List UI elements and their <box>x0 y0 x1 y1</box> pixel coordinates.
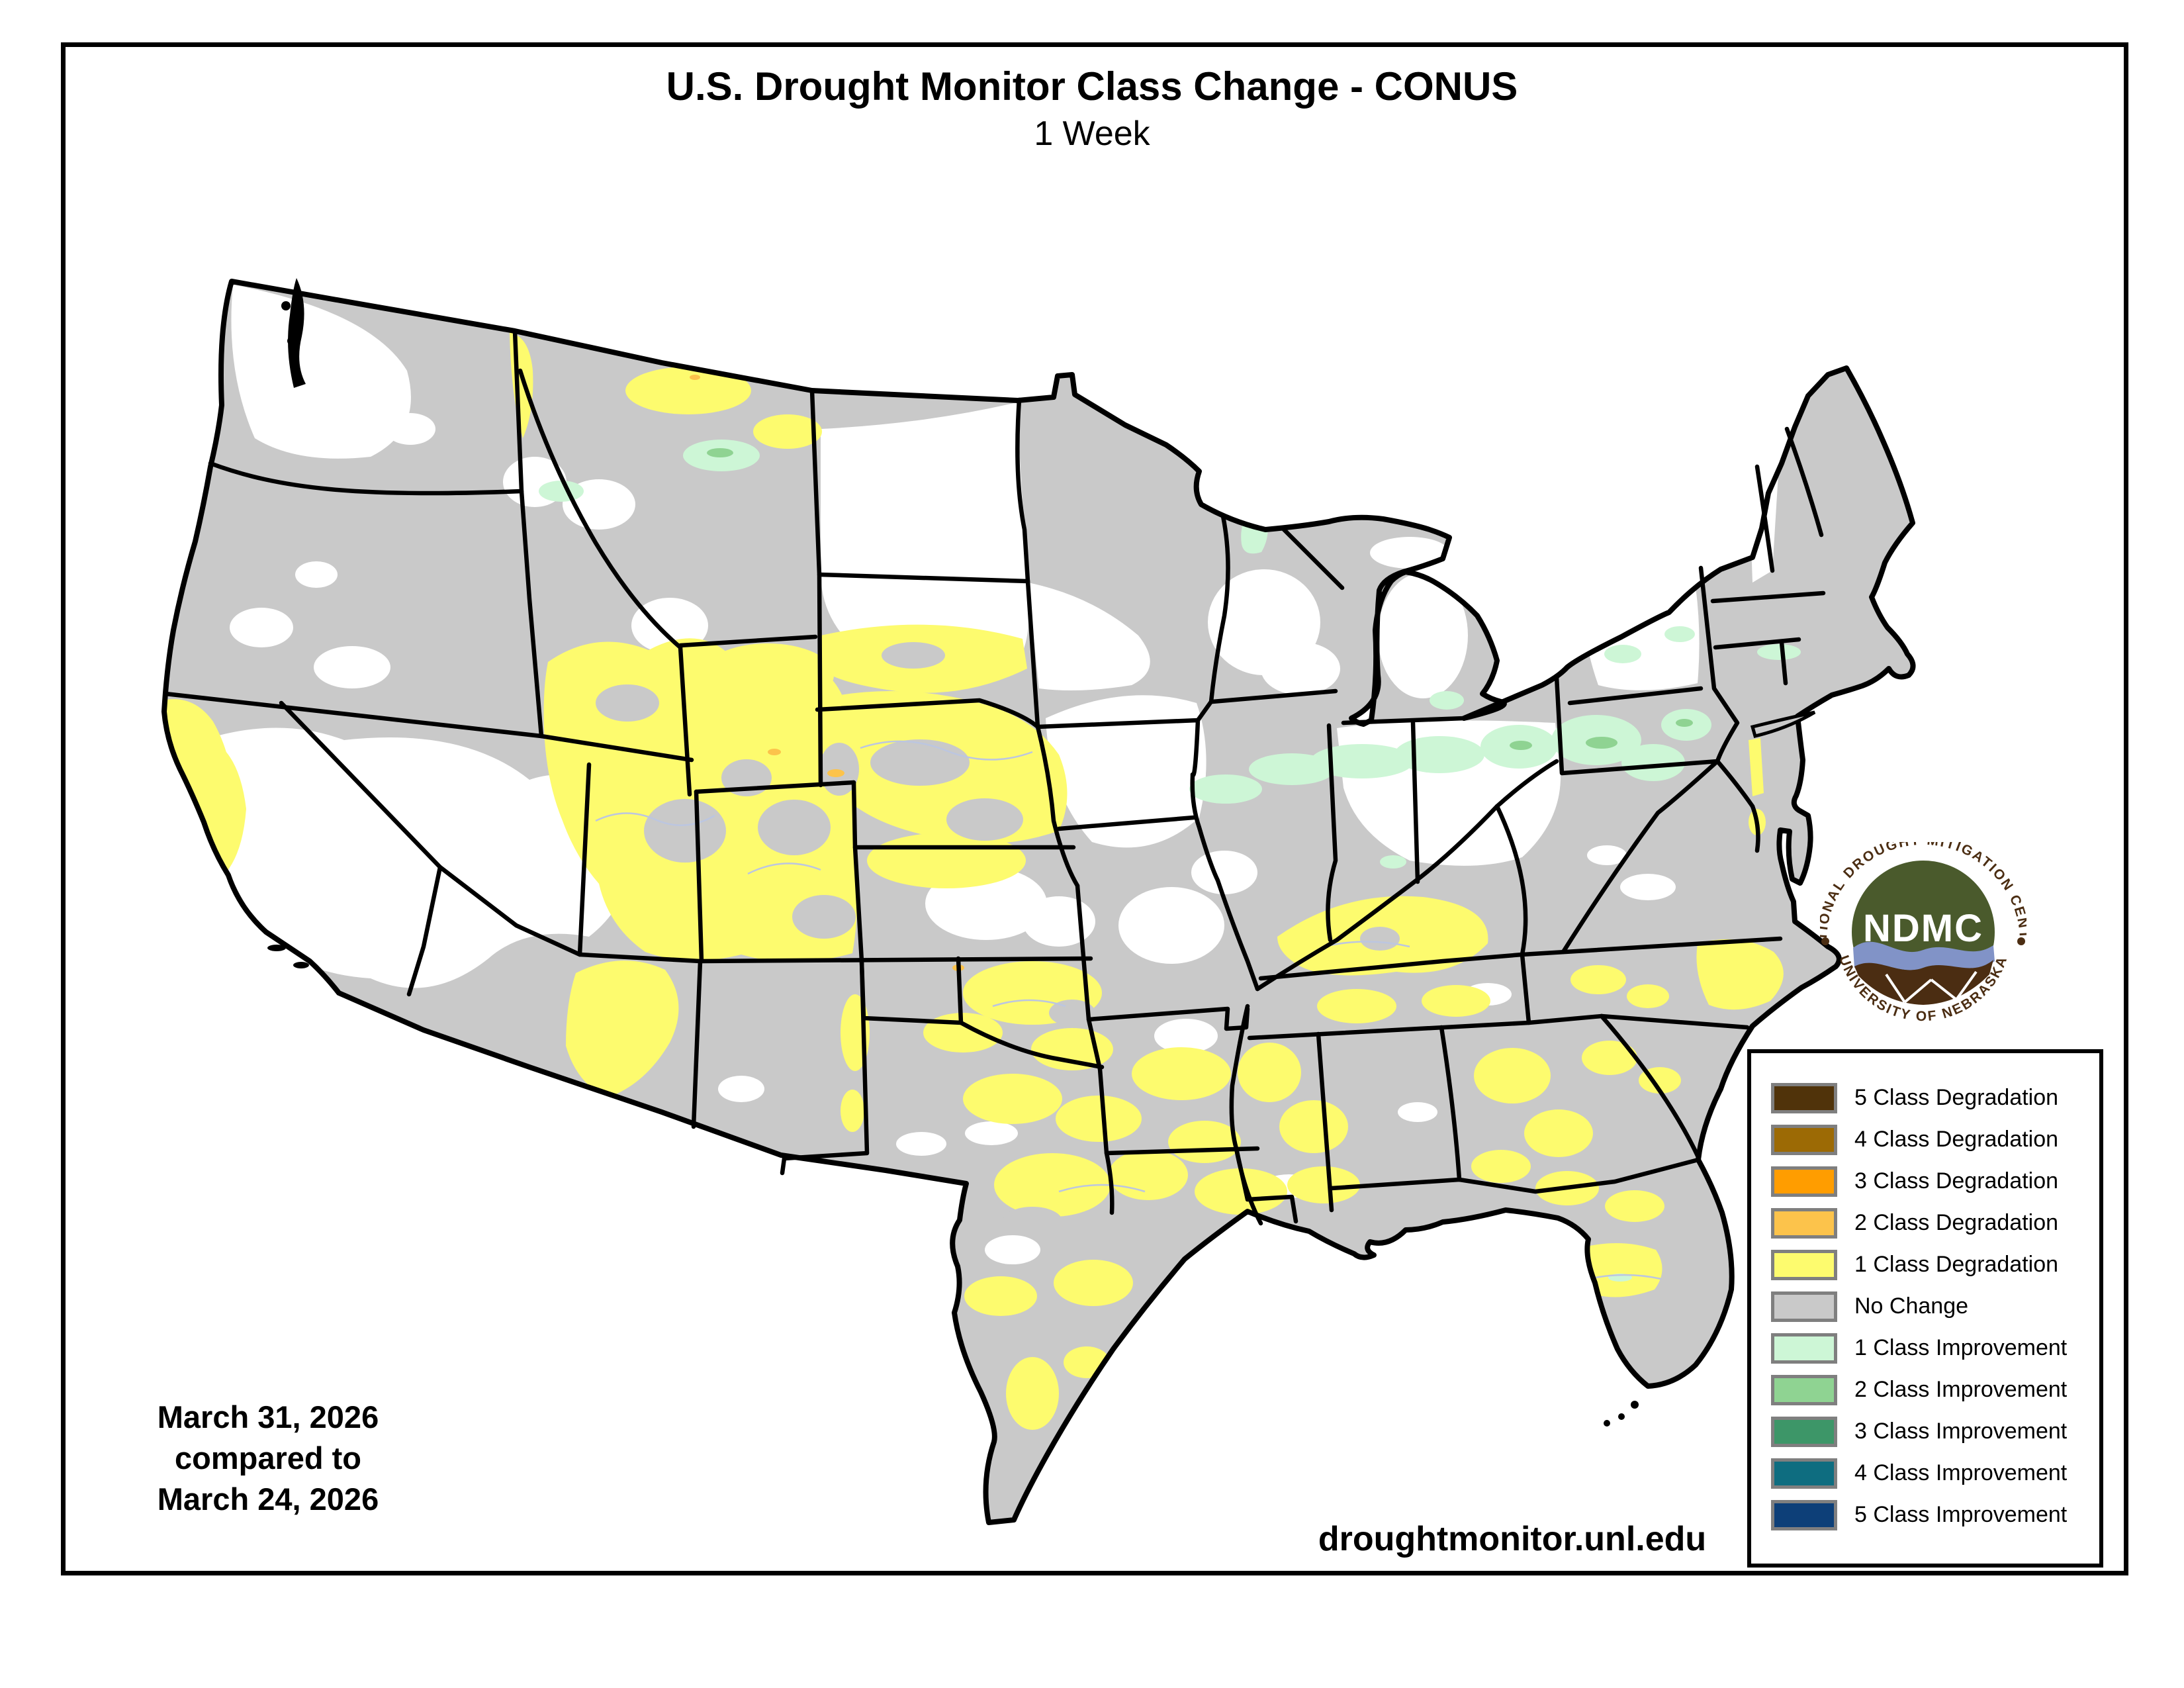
legend-swatch-no-change <box>1771 1291 1837 1322</box>
title-block: U.S. Drought Monitor Class Change - CONU… <box>0 64 2184 154</box>
legend-row: 1 Class Improvement <box>1771 1327 2099 1369</box>
legend-row: 2 Class Improvement <box>1771 1369 2099 1411</box>
legend-row: 2 Class Degradation <box>1771 1202 2099 1244</box>
legend: 5 Class Degradation 4 Class Degradation … <box>1747 1049 2103 1568</box>
legend-label: No Change <box>1854 1293 1969 1319</box>
legend-swatch-5-class-degradation <box>1771 1082 1837 1113</box>
comparison-dates: March 31, 2026 compared to March 24, 202… <box>119 1397 417 1520</box>
legend-swatch-3-class-degradation <box>1771 1166 1837 1197</box>
logo-river <box>1853 941 1995 970</box>
puget-sound <box>288 278 306 388</box>
legend-label: 3 Class Improvement <box>1854 1419 2068 1444</box>
legend-swatch-2-class-degradation <box>1771 1207 1837 1239</box>
long-island <box>1750 710 1816 738</box>
logo-dot-left <box>1821 937 1829 945</box>
legend-label: 5 Class Degradation <box>1854 1085 2059 1110</box>
regions-gray-holes <box>596 642 1400 1236</box>
legend-row: 4 Class Improvement <box>1771 1452 2099 1494</box>
legend-label: 3 Class Degradation <box>1854 1168 2059 1194</box>
legend-swatch-4-class-improvement <box>1771 1458 1837 1489</box>
legend-row: No Change <box>1771 1286 2099 1327</box>
legend-label: 2 Class Improvement <box>1854 1377 2068 1402</box>
outer-frame <box>61 42 2128 1575</box>
date-current: March 31, 2026 <box>157 1399 379 1434</box>
legend-label: 2 Class Degradation <box>1854 1210 2059 1235</box>
logo-dot-right <box>2017 937 2025 945</box>
regions-2-class-degradation <box>690 375 964 971</box>
ndmc-logo: NDMC NATIONAL DROUGHT MITIGATION CENTER … <box>1820 842 2026 1024</box>
legend-swatch-1-class-improvement <box>1771 1333 1837 1364</box>
legend-label: 1 Class Improvement <box>1854 1335 2068 1360</box>
legend-swatch-2-class-improvement <box>1771 1374 1837 1405</box>
legend-swatch-4-class-degradation <box>1771 1124 1837 1155</box>
logo-cracks <box>1885 970 1978 1004</box>
legend-swatch-3-class-improvement <box>1771 1416 1837 1447</box>
legend-label: 4 Class Improvement <box>1854 1460 2068 1485</box>
coastal-details <box>267 278 1639 1427</box>
legend-label: 5 Class Improvement <box>1854 1502 2068 1527</box>
logo-acronym: NDMC <box>1863 907 1983 950</box>
legend-row: 3 Class Improvement <box>1771 1411 2099 1452</box>
legend-swatch-5-class-improvement <box>1771 1499 1837 1530</box>
legend-row: 1 Class Degradation <box>1771 1244 2099 1286</box>
date-compared-label: compared to <box>174 1440 362 1476</box>
logo-earth <box>1854 960 1993 1005</box>
source-url: droughtmonitor.unl.edu <box>1318 1520 1707 1558</box>
legend-row: 5 Class Improvement <box>1771 1494 2099 1536</box>
legend-label: 1 Class Degradation <box>1854 1252 2059 1277</box>
state-borders <box>163 328 1826 1226</box>
regions-2-class-improvement <box>707 448 1693 750</box>
legend-row: 5 Class Degradation <box>1771 1077 2099 1119</box>
legend-swatch-1-class-degradation <box>1771 1249 1837 1280</box>
page-title: U.S. Drought Monitor Class Change - CONU… <box>666 64 1518 109</box>
legend-row: 4 Class Degradation <box>1771 1119 2099 1160</box>
page-subtitle: 1 Week <box>1034 115 1150 153</box>
date-previous: March 24, 2026 <box>157 1481 379 1517</box>
legend-label: 4 Class Degradation <box>1854 1127 2059 1152</box>
legend-row: 3 Class Degradation <box>1771 1160 2099 1202</box>
